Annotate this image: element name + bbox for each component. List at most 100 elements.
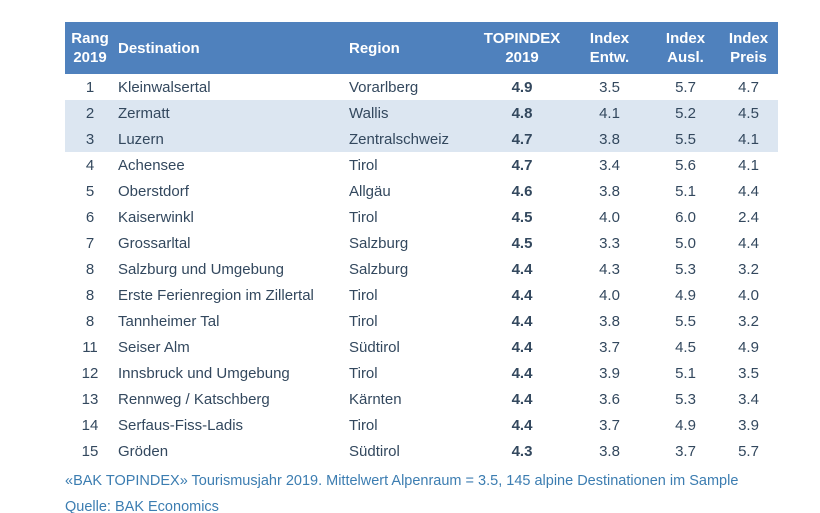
cell-preis: 4.1 (738, 130, 759, 148)
cell-topindex: 4.4 (511, 390, 533, 408)
cell-entw: 3.8 (599, 442, 620, 460)
cell-ausl: 5.1 (675, 364, 696, 382)
column-header-topindex: TOPINDEX 2019 (477, 22, 567, 74)
cell-topindex: 4.4 (511, 312, 533, 330)
cell-rang: 8 (85, 260, 95, 278)
cell-destination: Serfaus-Fiss-Ladis (118, 416, 244, 434)
cell-entw: 3.5 (599, 78, 620, 96)
cell-preis: 4.0 (738, 286, 759, 304)
column-header-line: Ausl. (667, 49, 704, 66)
cell-region: Salzburg (349, 260, 409, 278)
cell-topindex: 4.7 (511, 156, 533, 174)
table-row: 8 Tannheimer Tal Tirol 4.4 3.8 5.5 3.2 (65, 308, 778, 334)
cell-ausl: 4.5 (675, 338, 696, 356)
cell-destination: Rennweg / Katschberg (118, 390, 270, 408)
cell-preis: 3.5 (738, 364, 759, 382)
column-header-index-preis: Index Preis (719, 22, 778, 74)
column-header-line: Entw. (589, 49, 630, 66)
cell-topindex: 4.4 (511, 338, 533, 356)
cell-region: Südtirol (349, 442, 400, 460)
cell-topindex: 4.9 (511, 78, 533, 96)
cell-ausl: 5.1 (675, 182, 696, 200)
table-row: 8 Erste Ferienregion im Zillertal Tirol 4.4… (65, 282, 778, 308)
cell-rang: 1 (85, 78, 95, 96)
cell-rang: 5 (85, 182, 95, 200)
cell-preis: 4.7 (738, 78, 759, 96)
column-header-region: Region (349, 22, 477, 74)
cell-destination: Seiser Alm (118, 338, 190, 356)
table-row: 4 Achensee Tirol 4.7 3.4 5.6 4.1 (65, 152, 778, 178)
table-row: 3 Luzern Zentralschweiz 4.7 3.8 5.5 4.1 (65, 126, 778, 152)
column-header-line: Index (728, 30, 769, 47)
cell-entw: 4.3 (599, 260, 620, 278)
table-row: 5 Oberstdorf Allgäu 4.6 3.8 5.1 4.4 (65, 178, 778, 204)
cell-preis: 3.4 (738, 390, 759, 408)
cell-topindex: 4.4 (511, 286, 533, 304)
table-row: 13 Rennweg / Katschberg Kärnten 4.4 3.6 5.3 3.… (65, 386, 778, 412)
cell-entw: 3.8 (599, 312, 620, 330)
cell-topindex: 4.4 (511, 364, 533, 382)
column-header-index-entw: Index Entw. (567, 22, 652, 74)
cell-destination: Grossarltal (118, 234, 191, 252)
cell-destination: Achensee (118, 156, 185, 174)
cell-destination: Salzburg und Umgebung (118, 260, 284, 278)
column-header-line: Index (589, 30, 630, 47)
column-header-line: TOPINDEX (483, 30, 561, 47)
cell-ausl: 5.5 (675, 130, 696, 148)
cell-topindex: 4.3 (511, 442, 533, 460)
cell-ausl: 5.2 (675, 104, 696, 122)
source-text: Quelle: BAK Economics (65, 499, 219, 513)
cell-entw: 3.9 (599, 364, 620, 382)
table-row: 8 Salzburg und Umgebung Salzburg 4.4 4.3 5.3 3… (65, 256, 778, 282)
cell-destination: Innsbruck und Umgebung (118, 364, 290, 382)
cell-rang: 4 (85, 156, 95, 174)
footnote-text: «BAK TOPINDEX» Tourismusjahr 2019. Mitte… (65, 473, 739, 489)
table-row: 11 Seiser Alm Südtirol 4.4 3.7 4.5 4.9 (65, 334, 778, 360)
cell-ausl: 5.5 (675, 312, 696, 330)
cell-ausl: 6.0 (675, 208, 696, 226)
cell-region: Tirol (349, 286, 378, 304)
column-header-line: Index (665, 30, 706, 47)
table-body: 1 Kleinwalsertal Vorarlberg 4.9 3.5 5.7 4.7 2 Ze… (65, 74, 778, 464)
cell-topindex: 4.7 (511, 130, 533, 148)
table-header-row: Rang 2019 Destination Region TOPINDEX 20… (65, 22, 778, 74)
cell-ausl: 4.9 (675, 286, 696, 304)
cell-preis: 3.2 (738, 260, 759, 278)
cell-preis: 4.5 (738, 104, 759, 122)
cell-rang: 14 (81, 416, 99, 434)
cell-ausl: 5.3 (675, 390, 696, 408)
cell-topindex: 4.4 (511, 260, 533, 278)
cell-region: Salzburg (349, 234, 409, 252)
cell-destination: Luzern (118, 130, 164, 148)
cell-topindex: 4.6 (511, 182, 533, 200)
cell-entw: 3.8 (599, 130, 620, 148)
cell-region: Wallis (349, 104, 389, 122)
cell-preis: 4.4 (738, 234, 759, 252)
cell-rang: 2 (85, 104, 95, 122)
cell-rang: 8 (85, 286, 95, 304)
cell-entw: 4.0 (599, 208, 620, 226)
cell-topindex: 4.4 (511, 416, 533, 434)
column-header-destination: Destination (115, 22, 349, 74)
cell-ausl: 3.7 (675, 442, 696, 460)
column-header-line: Region (349, 39, 400, 57)
cell-rang: 6 (85, 208, 95, 226)
cell-region: Kärnten (349, 390, 402, 408)
cell-destination: Zermatt (118, 104, 170, 122)
cell-region: Allgäu (349, 182, 391, 200)
cell-preis: 4.1 (738, 156, 759, 174)
cell-entw: 3.8 (599, 182, 620, 200)
cell-entw: 3.6 (599, 390, 620, 408)
cell-entw: 3.7 (599, 416, 620, 434)
cell-rang: 12 (81, 364, 99, 382)
column-header-rang: Rang 2019 (65, 22, 115, 74)
cell-preis: 2.4 (738, 208, 759, 226)
cell-region: Tirol (349, 312, 378, 330)
cell-region: Tirol (349, 416, 378, 434)
cell-rang: 8 (85, 312, 95, 330)
cell-preis: 3.9 (738, 416, 759, 434)
column-header-line: Preis (730, 49, 767, 66)
cell-preis: 4.4 (738, 182, 759, 200)
table-row: 7 Grossarltal Salzburg 4.5 3.3 5.0 4.4 (65, 230, 778, 256)
table-row: 1 Kleinwalsertal Vorarlberg 4.9 3.5 5.7 4.7 (65, 74, 778, 100)
